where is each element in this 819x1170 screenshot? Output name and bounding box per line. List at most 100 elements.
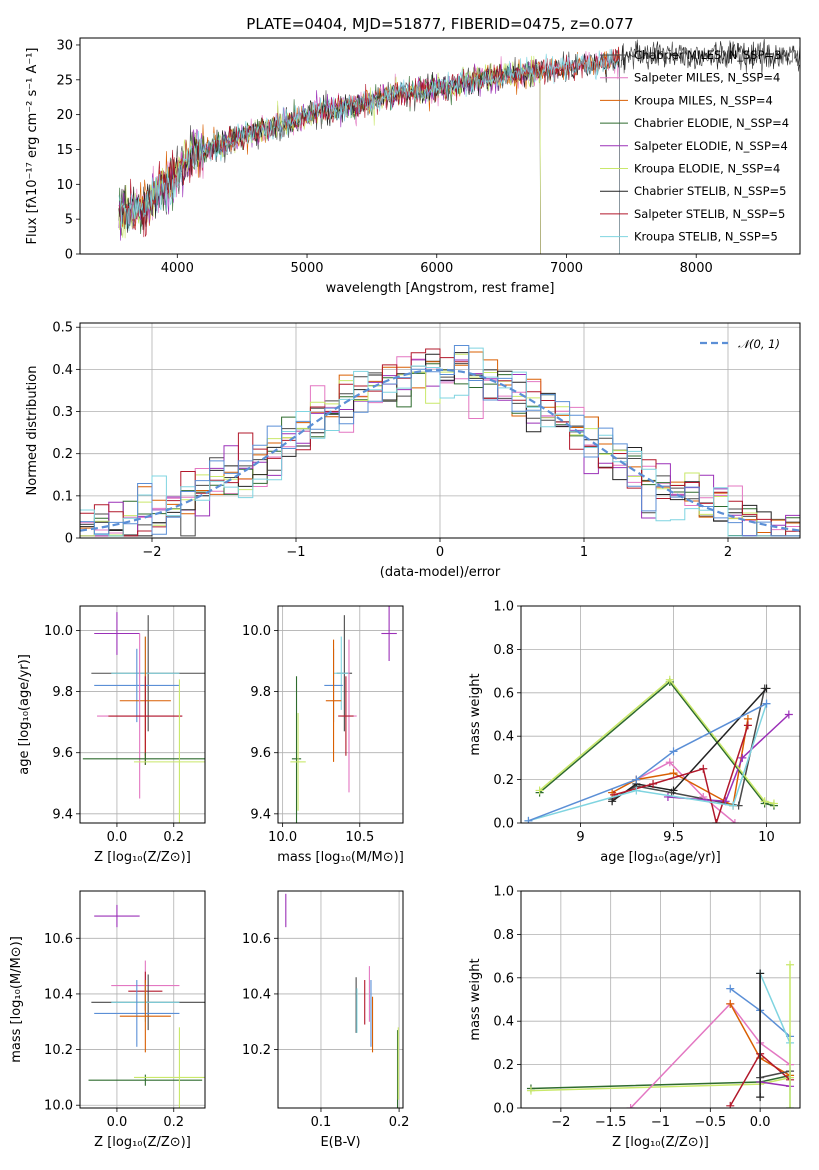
age-vs-Z-point-7	[82, 752, 205, 765]
weight-vs-Z-ytick-label: 0.6	[493, 971, 514, 986]
weight-vs-age-ytick-label: 0.8	[493, 643, 514, 658]
age-vs-mass-xtick-label: 10.0	[268, 830, 297, 845]
residuals-legend-label: 𝒩(0, 1)	[738, 337, 780, 351]
age-vs-mass-point-8	[290, 712, 306, 811]
mass-vs-Z-xlabel: Z [log₁₀(Z/Z⊙)]	[94, 1135, 191, 1150]
spectrum-panel: 4000 5000 6000 7000 8000 0 5 10 15 20 25 30 waveleng…	[25, 15, 801, 296]
weight-vs-age-ytick-label: 0.0	[493, 817, 514, 832]
age-vs-Z-ytick-label: 10.0	[44, 624, 73, 639]
mass-vs-Z-ytick-label: 10.4	[44, 987, 73, 1002]
age-vs-Z-xlabel: Z [log₁₀(Z/Z⊙)]	[94, 850, 191, 865]
weight-vs-Z-xtick-label: −0.5	[695, 1115, 727, 1130]
weight-vs-Z-marker	[726, 1101, 735, 1108]
age-vs-mass-frame	[277, 605, 404, 824]
age-vs-mass-ytick-label: 9.6	[250, 746, 271, 761]
mass-vs-EBV-frame	[277, 890, 404, 1109]
legend-entry-0: Chabrier MILES, N_SSP=3	[634, 48, 781, 62]
age-vs-mass-xlabel: mass [log₁₀(M/M⊙)]	[277, 850, 404, 865]
residual-hist-7	[80, 348, 800, 537]
spectrum-plot-area	[118, 38, 800, 254]
age-vs-mass-ytick-label: 9.8	[250, 685, 271, 700]
legend-entry-5: Kroupa ELODIE, N_SSP=4	[634, 162, 780, 176]
mass-vs-EBV-grid	[278, 891, 403, 1108]
residuals-xtick-label: −2	[142, 545, 161, 560]
weight-vs-Z-series-6	[759, 1081, 791, 1088]
weight-vs-age-marker	[762, 699, 771, 708]
mass-vs-Z-xtick-label: 0.0	[107, 1115, 128, 1130]
weight-vs-age-ytick-label: 0.2	[493, 773, 514, 788]
spectrum-xtick-label: 5000	[290, 261, 323, 276]
spectrum-ytick-label: 0	[65, 248, 73, 263]
weight-vs-age-marker	[524, 816, 533, 823]
age-vs-mass-xtick-label: 10.5	[345, 830, 374, 845]
weight-vs-age-marker	[608, 797, 617, 806]
age-vs-Z-point-0	[94, 612, 140, 655]
weight-vs-Z-xtick-label: −1.5	[595, 1115, 627, 1130]
residuals-xtick-label: 1	[580, 545, 588, 560]
weight-vs-age-panel: 9 9.5 10 0.0 0.2 0.4 0.6 0.8 1.0 age [log₁₀(age/y…	[468, 600, 801, 865]
weight-vs-Z-xtick-label: −1	[651, 1115, 670, 1130]
mass-vs-Z-point-0	[94, 904, 140, 928]
age-vs-Z-plot-area	[82, 612, 205, 823]
mass-vs-EBV-xtick-label: 0.2	[389, 1115, 410, 1130]
weight-vs-Z-panel: −2 −1.5 −1 −0.5 0.0 0.0 0.2 0.4 0.6 0.8 1.0 Z [log₁…	[468, 885, 801, 1150]
weight-vs-Z-marker	[756, 969, 765, 978]
spectrum-ylabel: Flux [fλ10⁻¹⁷ erg cm⁻² s⁻¹ A⁻¹]	[25, 48, 40, 245]
weight-vs-age-frame	[520, 605, 801, 824]
weight-vs-age-marker	[632, 775, 641, 784]
residual-hist-9	[80, 345, 800, 537]
mass-vs-EBV-ytick-label: 10.4	[242, 987, 271, 1002]
age-vs-mass-ytick-label: 10.0	[242, 624, 271, 639]
weight-vs-Z-plot-area	[526, 960, 795, 1108]
mass-vs-EBV-ytick-label: 10.6	[242, 932, 271, 947]
spectrum-ytick-label: 10	[56, 178, 73, 193]
weight-vs-age-ytick-label: 0.4	[493, 730, 514, 745]
weight-vs-Z-marker	[626, 1104, 635, 1108]
age-vs-Z-point-8	[133, 679, 205, 823]
mass-vs-Z-ytick-label: 10.2	[44, 1043, 73, 1058]
mass-vs-Z-panel: 0.0 0.2 10.0 10.2 10.4 10.6 Z [log₁₀(Z/Z⊙)] mas…	[9, 890, 206, 1150]
weight-vs-age-marker	[762, 684, 771, 693]
weight-vs-age-xtick-label: 10	[758, 830, 775, 845]
weight-vs-Z-grid	[521, 890, 800, 1109]
spectrum-xtick-label: 6000	[420, 261, 453, 276]
age-vs-Z-point-6	[108, 676, 183, 756]
weight-vs-age-xlabel: age [log₁₀(age/yr)]	[600, 850, 721, 865]
mass-vs-Z-ytick-label: 10.0	[44, 1099, 73, 1114]
mass-vs-Z-point-7	[88, 1074, 203, 1086]
residuals-panel: −2 −1 0 1 2 0 0.1 0.2 0.3 0.4 0.5 (data-model)/erro…	[25, 321, 801, 580]
weight-vs-age-series-9	[528, 702, 767, 822]
mass-vs-Z-point-6	[119, 980, 171, 1053]
spectrum-ytick-label: 25	[56, 73, 73, 88]
weight-vs-age-xtick-label: 9	[576, 830, 584, 845]
residuals-ytick-label: 0.5	[52, 321, 73, 336]
weight-vs-age-marker	[649, 779, 658, 788]
weight-vs-age-marker	[738, 753, 747, 762]
weight-vs-Z-marker	[726, 984, 735, 993]
mass-vs-EBV-plot-area	[285, 893, 399, 1108]
age-vs-mass-point-0	[381, 606, 397, 662]
legend-entry-8: Kroupa STELIB, N_SSP=5	[634, 230, 778, 244]
age-vs-mass-ytick-label: 9.4	[250, 807, 271, 822]
spectrum-ytick-label: 30	[56, 38, 73, 53]
age-vs-Z-grid	[80, 606, 205, 823]
age-vs-Z-xtick-label: 0.0	[107, 830, 128, 845]
weight-vs-age-marker	[535, 786, 544, 795]
mass-vs-EBV-ytick-label: 10.2	[242, 1043, 271, 1058]
mass-vs-Z-point-5	[94, 980, 180, 1047]
weight-vs-age-marker	[665, 675, 674, 684]
mass-vs-Z-point-8	[133, 1027, 205, 1108]
age-vs-mass-point-6	[338, 676, 354, 756]
legend-entry-2: Kroupa MILES, N_SSP=4	[634, 93, 773, 107]
weight-vs-age-marker	[632, 786, 641, 795]
weight-vs-Z-ytick-label: 0.0	[493, 1102, 514, 1117]
spectrum-xlabel: wavelength [Angstrom, rest frame]	[326, 281, 555, 296]
spectrum-ytick-label: 5	[65, 213, 73, 228]
spectrum-series-8	[118, 48, 620, 254]
age-vs-mass-plot-area	[290, 606, 397, 823]
residuals-ytick-label: 0.3	[52, 405, 73, 420]
weight-vs-age-series-8	[528, 703, 768, 822]
mass-vs-Z-xtick-label: 0.2	[163, 1115, 184, 1130]
weight-vs-age-marker	[730, 819, 739, 823]
residual-hist-8	[80, 347, 800, 537]
